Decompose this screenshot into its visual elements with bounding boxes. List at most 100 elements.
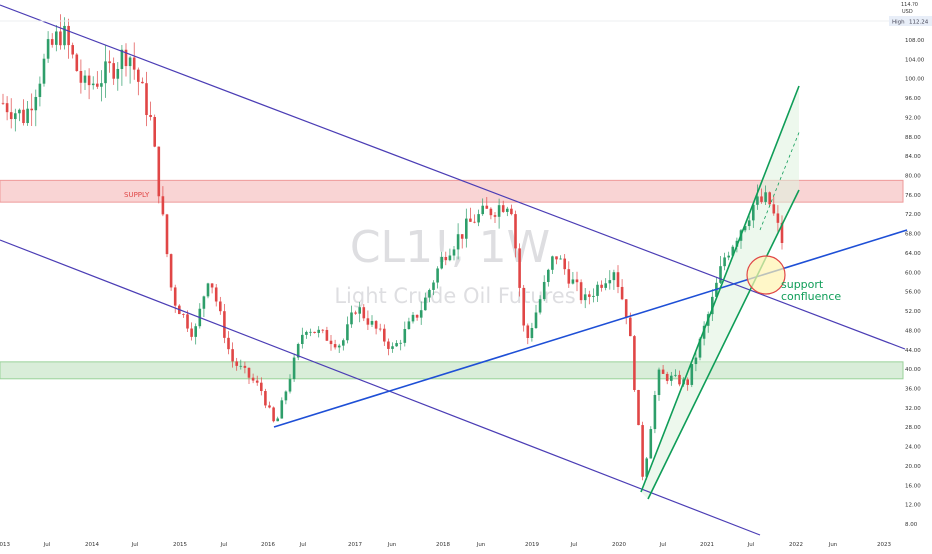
ascending-support-trendline[interactable]: [273, 229, 908, 428]
candle-body: [485, 205, 489, 209]
candle-body: [100, 83, 103, 87]
time-tick-label: Jul: [299, 542, 307, 548]
candle-body: [530, 328, 534, 338]
candle-body: [247, 367, 251, 378]
candle-body: [760, 196, 763, 202]
channel-lower-line[interactable]: [647, 189, 800, 500]
candle-body: [264, 391, 267, 406]
time-tick-label: 2019: [525, 542, 539, 548]
time-tick-label: 2017: [348, 542, 362, 548]
candle-body: [346, 324, 349, 341]
candle-body: [477, 214, 480, 223]
candle-body: [743, 226, 747, 231]
candle-body: [38, 83, 42, 97]
price-tick-label: 108.00: [905, 38, 925, 44]
time-axis[interactable]: 2013 Jul 2014 Jul 2015 Jul 2016 Jul 2017 Jun 2018 J…: [0, 542, 891, 548]
support-confluence-circle[interactable]: [746, 255, 786, 295]
candle-body: [440, 256, 443, 269]
candle-body: [366, 318, 370, 325]
candle-body: [497, 205, 501, 217]
price-tick-label: 68.00: [905, 232, 921, 238]
candle-body: [227, 337, 230, 350]
candle-body: [608, 280, 612, 284]
candle-body: [268, 405, 271, 408]
candle-body: [387, 341, 390, 349]
candle-body: [686, 379, 689, 385]
candle-body: [18, 109, 21, 114]
candle-body: [456, 234, 460, 250]
candle-body: [305, 331, 308, 335]
candle-body: [657, 369, 661, 396]
candle-body: [292, 357, 296, 380]
price-tick-label: 104.00: [905, 57, 925, 63]
time-tick-label: Jul: [659, 542, 667, 548]
candle-body: [559, 258, 562, 260]
candle-body: [132, 57, 136, 70]
support-confluence-label-1: support: [781, 278, 824, 291]
price-tick-label: 32.00: [905, 406, 921, 412]
candle-body: [493, 215, 497, 217]
candle-body: [284, 391, 288, 401]
time-tick-label: 2023: [877, 542, 891, 548]
candle-body: [194, 326, 197, 337]
descending-trendline-lower[interactable]: [0, 239, 761, 536]
candle-body: [612, 272, 616, 281]
candle-body: [571, 279, 575, 284]
candle-body: [79, 70, 83, 83]
candle-body: [670, 375, 673, 381]
candle-body: [83, 75, 87, 83]
candle-body: [616, 272, 620, 287]
price-tick-label: 84.00: [905, 154, 921, 160]
time-tick-label: Jul: [570, 542, 578, 548]
price-tick-label: 92.00: [905, 115, 921, 121]
candle-body: [772, 204, 776, 214]
price-tick-label: 56.00: [905, 290, 921, 296]
candle-body: [514, 214, 517, 249]
candle-body: [272, 407, 275, 422]
candle-body: [75, 54, 79, 71]
descending-trendline-upper[interactable]: [0, 4, 906, 350]
candle-body: [354, 312, 357, 314]
candle-body: [674, 374, 677, 376]
price-axis[interactable]: 114.?0 USD High 112.24 108.00 104.00 100.0…: [889, 2, 932, 528]
candle-body: [653, 395, 657, 430]
candle-body: [296, 344, 300, 358]
supply-zone[interactable]: [0, 179, 904, 203]
candle-body: [50, 39, 54, 45]
price-tick-label: 48.00: [905, 328, 921, 334]
candle-body: [321, 329, 325, 331]
candle-body: [510, 208, 513, 215]
candle-body: [153, 116, 156, 147]
candle-body: [448, 255, 452, 261]
candle-body: [432, 282, 435, 290]
time-tick-label: Jul: [220, 542, 228, 548]
time-tick-label: 2014: [85, 542, 99, 548]
candle-body: [526, 325, 530, 338]
candle-body: [141, 81, 144, 84]
watermark-name: Light Crude Oil Futures: [334, 284, 575, 308]
price-tick-label: 76.00: [905, 193, 921, 199]
candle-body: [362, 307, 366, 319]
high-marker-value: 112.24: [909, 20, 929, 26]
candle-body: [600, 284, 603, 288]
candle-body: [481, 205, 484, 215]
candle-body: [649, 429, 653, 459]
time-tick-label: 2015: [173, 542, 187, 548]
channel-upper-line[interactable]: [640, 85, 800, 493]
candle-body: [280, 400, 284, 419]
candle-body: [231, 349, 234, 362]
price-tick-label: 20.00: [905, 464, 921, 470]
demand-zone[interactable]: [0, 361, 904, 380]
candle-body: [169, 254, 173, 288]
time-tick-label: Jul: [131, 542, 139, 548]
candle-body: [63, 25, 66, 46]
candle-body: [120, 49, 124, 69]
candle-body: [67, 25, 70, 46]
high-marker-label: High: [892, 20, 905, 26]
candle-body: [764, 192, 767, 202]
candle-body: [71, 45, 74, 55]
candle-body: [424, 297, 427, 311]
